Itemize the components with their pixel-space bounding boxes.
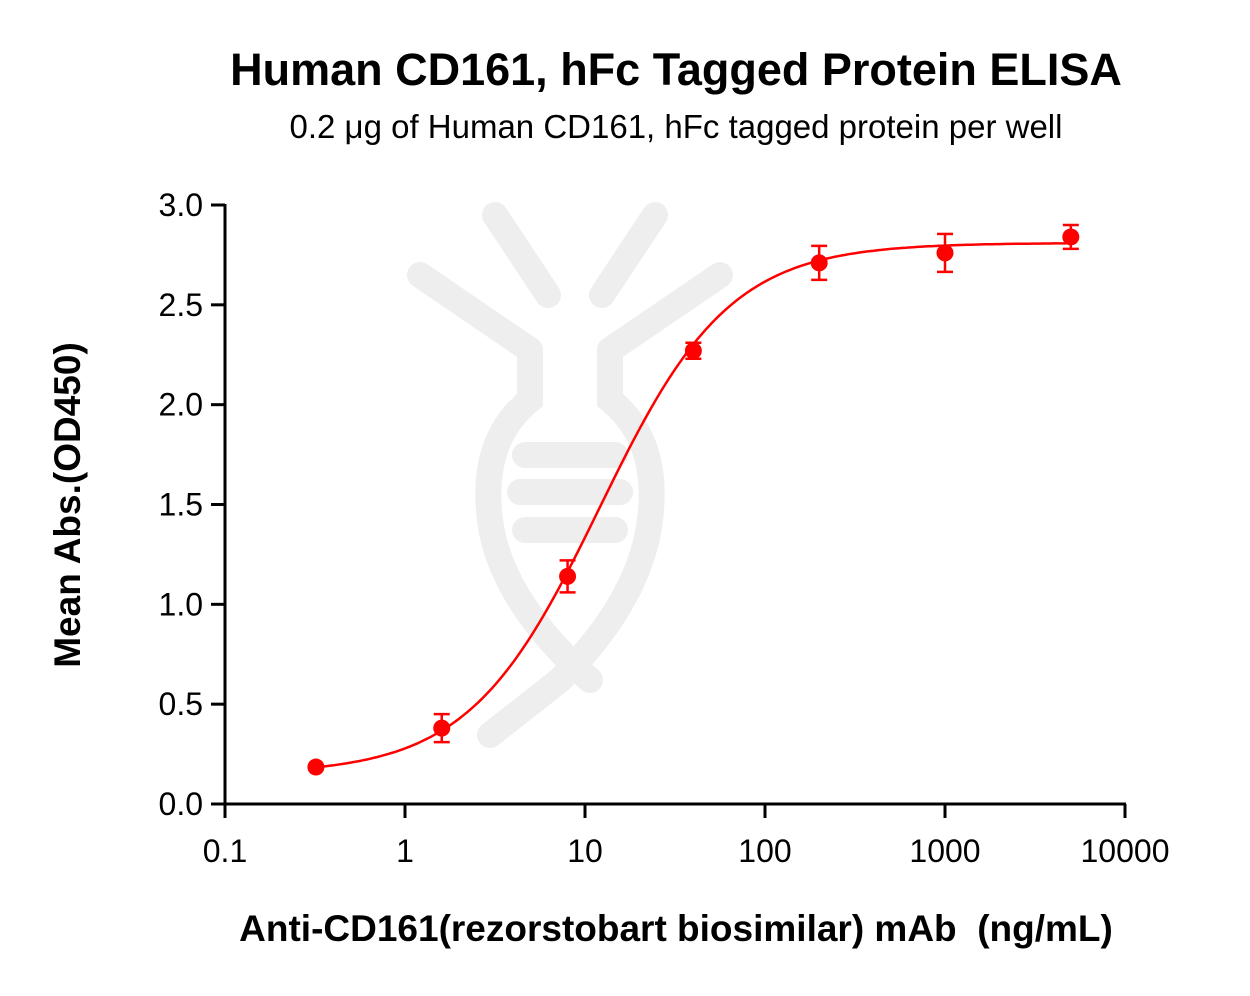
y-tick-label: 1.0 bbox=[159, 586, 203, 622]
y-tick-label: 1.5 bbox=[159, 487, 203, 523]
data-point-group bbox=[936, 232, 954, 274]
data-point bbox=[1062, 228, 1080, 246]
x-tick-label: 10 bbox=[567, 833, 603, 869]
y-tick-label: 3.0 bbox=[159, 187, 203, 223]
y-tick-label: 0.5 bbox=[159, 686, 203, 722]
fit-curve bbox=[315, 242, 1069, 769]
data-point-group bbox=[684, 341, 702, 360]
data-point bbox=[936, 244, 954, 262]
x-axis-label: Anti-CD161(rezorstobart biosimilar) mAb … bbox=[239, 908, 1113, 949]
x-tick-label: 1000 bbox=[909, 833, 980, 869]
x-tick-label: 100 bbox=[738, 833, 791, 869]
y-tick-label: 0.0 bbox=[159, 786, 203, 822]
data-point bbox=[307, 758, 325, 776]
watermark-logo bbox=[407, 202, 733, 748]
data-point-group bbox=[307, 758, 325, 776]
y-tick-label: 2.5 bbox=[159, 287, 203, 323]
data-point bbox=[684, 342, 702, 360]
data-point-group bbox=[433, 712, 451, 744]
x-tick-label: 10000 bbox=[1081, 833, 1170, 869]
data-point bbox=[559, 567, 577, 585]
y-tick-label: 2.0 bbox=[159, 387, 203, 423]
data-point bbox=[433, 719, 451, 737]
axes: 0.1 1 10 100 1000 10000 0.0 0.5 1.0 1.5 2.0 2.5 3.0 bbox=[159, 187, 1170, 869]
x-tick-label: 0.1 bbox=[203, 833, 247, 869]
data-point-group bbox=[1062, 223, 1080, 251]
data-point-group bbox=[810, 244, 828, 282]
x-tick-label: 1 bbox=[396, 833, 414, 869]
chart-title: Human CD161, hFc Tagged Protein ELISA bbox=[230, 44, 1122, 95]
data-points bbox=[307, 223, 1080, 776]
data-point bbox=[810, 254, 828, 272]
data-point-group bbox=[559, 559, 577, 594]
chart-subtitle: 0.2 μg of Human CD161, hFc tagged protei… bbox=[289, 108, 1063, 145]
